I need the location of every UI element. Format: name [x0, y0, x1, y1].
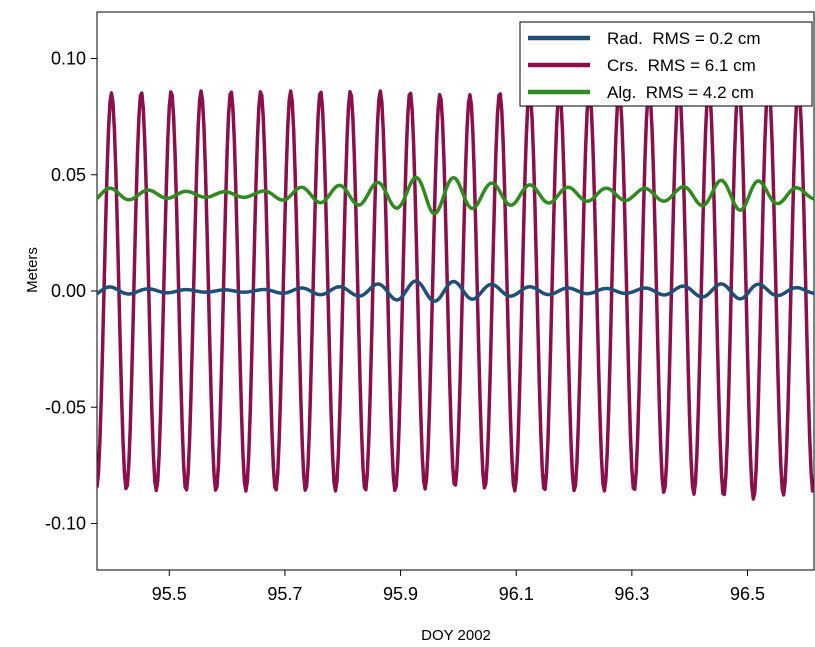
series-line — [97, 279, 814, 303]
x-tick-label: 95.7 — [267, 584, 302, 604]
x-tick-label: 95.5 — [152, 584, 187, 604]
x-tick-label: 96.3 — [614, 584, 649, 604]
y-tick-label: -0.10 — [45, 514, 86, 534]
series-line — [97, 81, 814, 501]
x-tick-label: 96.1 — [499, 584, 534, 604]
series-line — [97, 175, 814, 216]
legend-entry: Crs. RMS = 6.1 cm — [607, 56, 756, 75]
y-axis-label: Meters — [24, 247, 41, 293]
legend-entry: Alg. RMS = 4.2 cm — [607, 83, 754, 102]
x-axis-label: DOY 2002 — [421, 627, 491, 644]
y-tick-label: 0.10 — [51, 49, 86, 69]
y-tick-label: 0.00 — [51, 281, 86, 301]
x-axis: 95.5 95.7 95.9 96.1 96.3 96.5 — [152, 570, 765, 604]
series-layer — [97, 81, 814, 501]
x-tick-label: 95.9 — [383, 584, 418, 604]
y-axis: 0.10 0.05 0.00 -0.05 -0.10 — [45, 49, 97, 534]
x-tick-label: 96.5 — [730, 584, 765, 604]
y-tick-label: -0.05 — [45, 397, 86, 417]
legend-entry: Rad. RMS = 0.2 cm — [607, 29, 761, 48]
y-tick-label: 0.05 — [51, 165, 86, 185]
legend: Rad. RMS = 0.2 cm Crs. RMS = 6.1 cm Alg. R… — [519, 21, 813, 107]
